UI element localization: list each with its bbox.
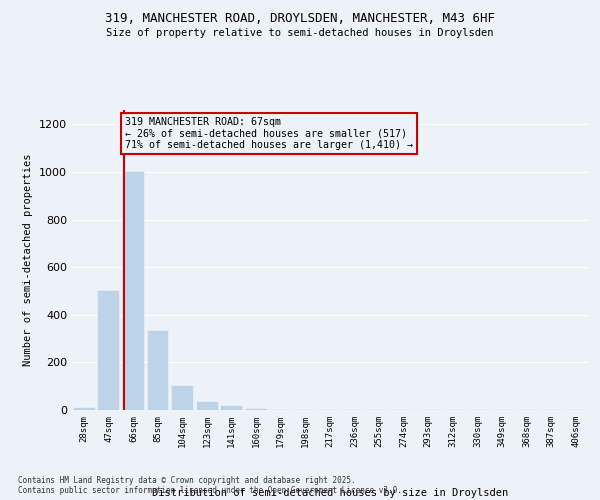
Text: Size of property relative to semi-detached houses in Droylsden: Size of property relative to semi-detach… bbox=[106, 28, 494, 38]
Text: 319 MANCHESTER ROAD: 67sqm
← 26% of semi-detached houses are smaller (517)
71% o: 319 MANCHESTER ROAD: 67sqm ← 26% of semi… bbox=[125, 117, 413, 150]
Bar bbox=[74, 408, 95, 410]
Y-axis label: Number of semi-detached properties: Number of semi-detached properties bbox=[23, 154, 34, 366]
Text: Contains HM Land Registry data © Crown copyright and database right 2025.
Contai: Contains HM Land Registry data © Crown c… bbox=[18, 476, 402, 495]
Bar bbox=[197, 402, 218, 410]
Text: Distribution of semi-detached houses by size in Droylsden: Distribution of semi-detached houses by … bbox=[152, 488, 508, 498]
Bar bbox=[246, 409, 267, 410]
Bar bbox=[148, 332, 169, 410]
Text: 319, MANCHESTER ROAD, DROYLSDEN, MANCHESTER, M43 6HF: 319, MANCHESTER ROAD, DROYLSDEN, MANCHES… bbox=[105, 12, 495, 26]
Bar bbox=[221, 406, 242, 410]
Bar bbox=[172, 386, 193, 410]
Bar bbox=[123, 172, 144, 410]
Bar bbox=[98, 291, 119, 410]
